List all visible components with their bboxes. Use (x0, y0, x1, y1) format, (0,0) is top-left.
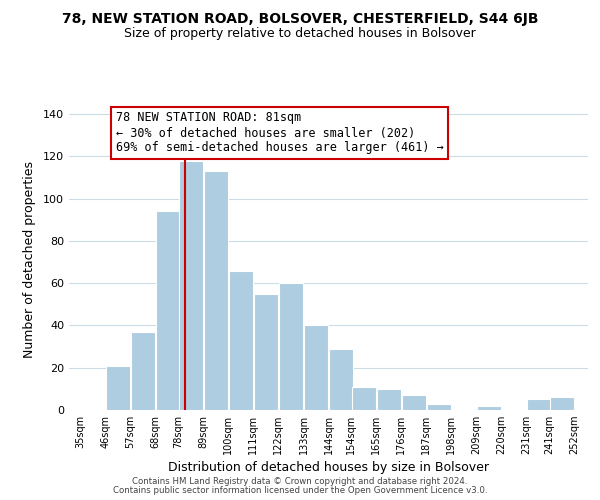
Text: 78, NEW STATION ROAD, BOLSOVER, CHESTERFIELD, S44 6JB: 78, NEW STATION ROAD, BOLSOVER, CHESTERF… (62, 12, 538, 26)
Text: Contains HM Land Registry data © Crown copyright and database right 2024.: Contains HM Land Registry data © Crown c… (132, 477, 468, 486)
X-axis label: Distribution of detached houses by size in Bolsover: Distribution of detached houses by size … (168, 462, 489, 474)
Bar (550, 398, 574, 410)
Text: Contains public sector information licensed under the Open Government Licence v3: Contains public sector information licen… (113, 486, 487, 495)
Bar (204, 172, 227, 410)
Bar (477, 406, 501, 410)
Bar (329, 348, 353, 410)
Text: 78 NEW STATION ROAD: 81sqm
← 30% of detached houses are smaller (202)
69% of sem: 78 NEW STATION ROAD: 81sqm ← 30% of deta… (116, 112, 443, 154)
Bar (352, 387, 376, 410)
Bar (229, 270, 253, 410)
Y-axis label: Number of detached properties: Number of detached properties (23, 162, 36, 358)
Bar (527, 400, 551, 410)
Bar (254, 294, 278, 410)
Bar (279, 283, 303, 410)
Bar (156, 212, 180, 410)
Bar (179, 160, 203, 410)
Bar (131, 332, 155, 410)
Bar (377, 389, 401, 410)
Text: Size of property relative to detached houses in Bolsover: Size of property relative to detached ho… (124, 28, 476, 40)
Bar (304, 326, 328, 410)
Bar (402, 395, 425, 410)
Bar (106, 366, 130, 410)
Bar (427, 404, 451, 410)
